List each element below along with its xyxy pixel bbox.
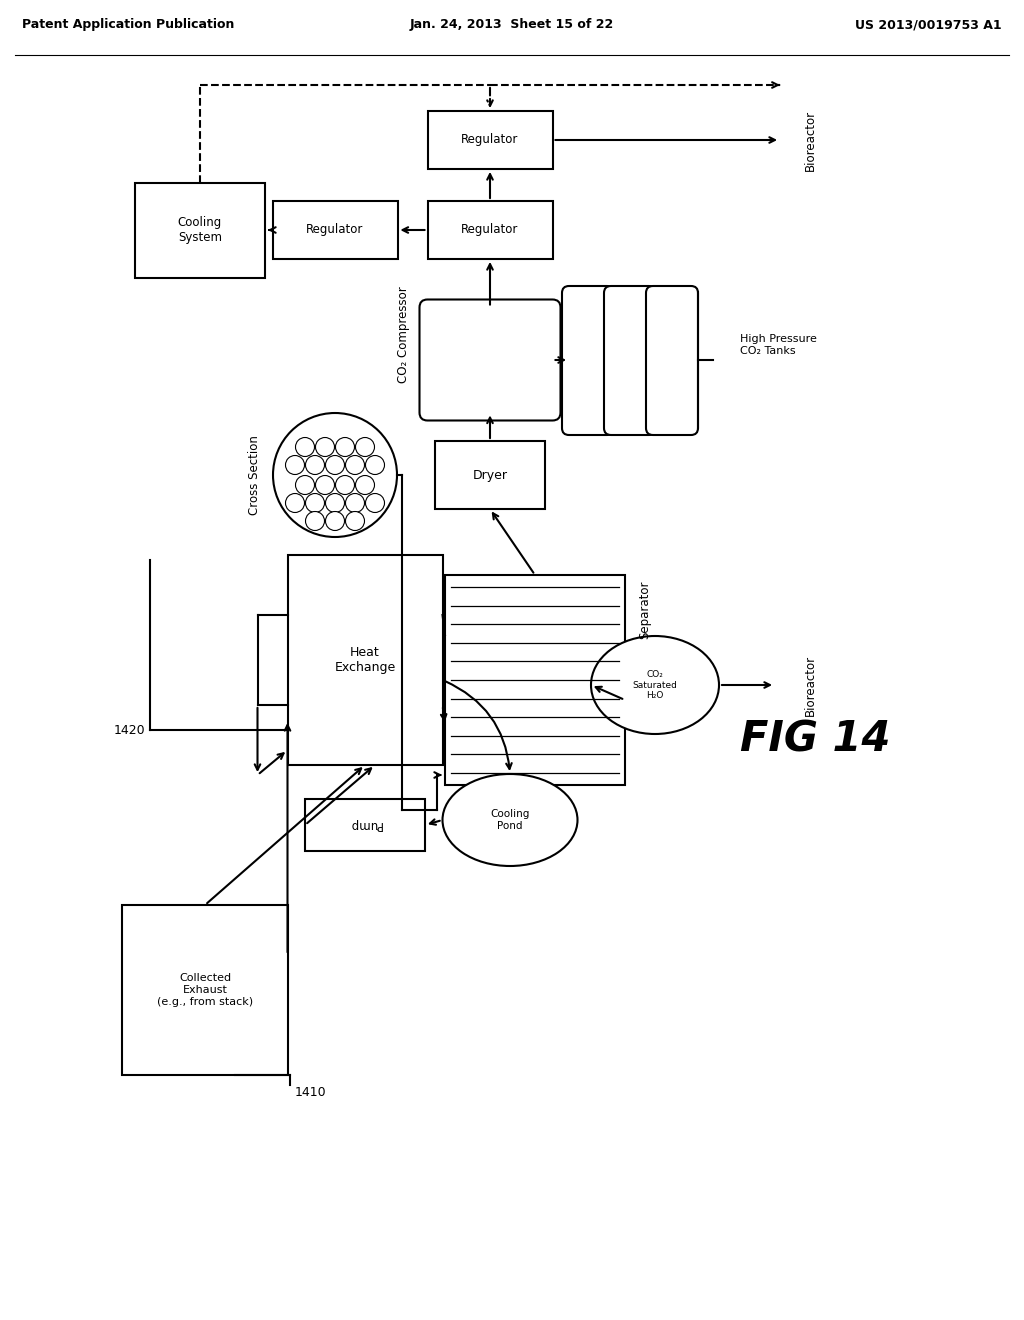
Text: Jan. 24, 2013  Sheet 15 of 22: Jan. 24, 2013 Sheet 15 of 22 bbox=[410, 18, 614, 30]
Circle shape bbox=[326, 511, 344, 531]
FancyBboxPatch shape bbox=[272, 201, 397, 259]
Text: Patent Application Publication: Patent Application Publication bbox=[22, 18, 234, 30]
FancyBboxPatch shape bbox=[604, 286, 656, 436]
Text: Bioreactor: Bioreactor bbox=[804, 655, 816, 715]
FancyBboxPatch shape bbox=[135, 182, 265, 277]
Text: Collected
Exhaust
(e.g., from stack): Collected Exhaust (e.g., from stack) bbox=[157, 973, 253, 1007]
Circle shape bbox=[315, 437, 335, 457]
Circle shape bbox=[345, 494, 365, 512]
Circle shape bbox=[336, 475, 354, 495]
Circle shape bbox=[305, 494, 325, 512]
Text: CO₂
Saturated
H₂O: CO₂ Saturated H₂O bbox=[633, 671, 678, 700]
Circle shape bbox=[355, 437, 375, 457]
FancyBboxPatch shape bbox=[562, 286, 614, 436]
Circle shape bbox=[336, 437, 354, 457]
Text: Cooling
System: Cooling System bbox=[178, 216, 222, 244]
Circle shape bbox=[326, 494, 344, 512]
Circle shape bbox=[286, 455, 304, 474]
Circle shape bbox=[305, 455, 325, 474]
Circle shape bbox=[286, 494, 304, 512]
Text: US 2013/0019753 A1: US 2013/0019753 A1 bbox=[855, 18, 1002, 30]
Text: Dryer: Dryer bbox=[472, 469, 508, 482]
Circle shape bbox=[315, 475, 335, 495]
Circle shape bbox=[296, 437, 314, 457]
FancyBboxPatch shape bbox=[288, 554, 442, 766]
Circle shape bbox=[366, 455, 384, 474]
Text: Regulator: Regulator bbox=[462, 223, 519, 236]
FancyBboxPatch shape bbox=[123, 906, 288, 1074]
Text: 1420: 1420 bbox=[114, 723, 145, 737]
Circle shape bbox=[355, 475, 375, 495]
Text: Bioreactor: Bioreactor bbox=[804, 110, 816, 170]
Ellipse shape bbox=[591, 636, 719, 734]
FancyBboxPatch shape bbox=[427, 201, 553, 259]
Circle shape bbox=[296, 475, 314, 495]
Text: Regulator: Regulator bbox=[462, 133, 519, 147]
Text: Regulator: Regulator bbox=[306, 223, 364, 236]
Circle shape bbox=[273, 413, 397, 537]
Circle shape bbox=[345, 455, 365, 474]
Text: High Pressure
CO₂ Tanks: High Pressure CO₂ Tanks bbox=[740, 334, 817, 356]
FancyBboxPatch shape bbox=[445, 576, 625, 785]
Circle shape bbox=[305, 511, 325, 531]
Text: Heat
Exchange: Heat Exchange bbox=[335, 645, 395, 675]
FancyBboxPatch shape bbox=[435, 441, 545, 510]
Text: FIG 14: FIG 14 bbox=[739, 719, 890, 762]
Circle shape bbox=[366, 494, 384, 512]
Text: Pump: Pump bbox=[348, 818, 382, 832]
Text: 1410: 1410 bbox=[295, 1085, 327, 1098]
Circle shape bbox=[345, 511, 365, 531]
FancyBboxPatch shape bbox=[427, 111, 553, 169]
FancyBboxPatch shape bbox=[305, 799, 425, 851]
Text: CO₂ Compressor: CO₂ Compressor bbox=[397, 286, 410, 383]
Ellipse shape bbox=[442, 774, 578, 866]
FancyBboxPatch shape bbox=[646, 286, 698, 436]
FancyBboxPatch shape bbox=[420, 300, 560, 421]
Circle shape bbox=[326, 455, 344, 474]
Text: Cooling
Pond: Cooling Pond bbox=[490, 809, 529, 830]
Text: Separator: Separator bbox=[638, 581, 651, 639]
Text: Cross Section: Cross Section bbox=[249, 436, 261, 515]
